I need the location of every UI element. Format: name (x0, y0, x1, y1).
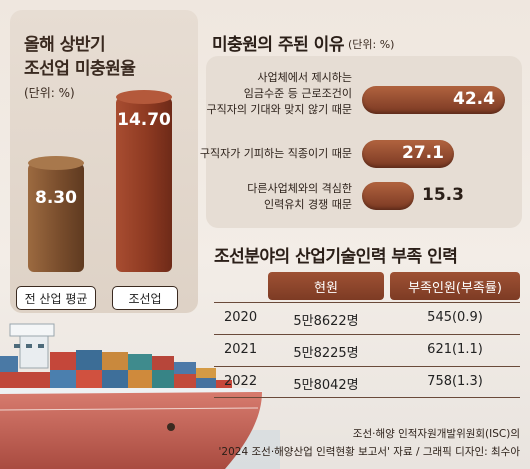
source-line1: 조선·해양 인적자원개발위원회(ISC)의 (352, 428, 520, 440)
reasons-title: 미충원의 주된 이유 (212, 35, 344, 55)
bar-shipbuilding: 14.70 (116, 90, 172, 272)
left-title-line1: 올해 상반기 (24, 35, 106, 55)
shortage-table: 현원 부족인원(부족률) 2020 5만8622명 545(0.9) 2021 … (214, 272, 520, 398)
table-cell: 5만8622명 (293, 314, 359, 329)
reason-value-label: 42.4 (453, 89, 495, 109)
category-label: 전 산업 평균 (16, 286, 96, 310)
reason-label: 구직자가 기피하는 직종이기 때문 (199, 147, 352, 160)
left-unit: (단위: %) (24, 86, 75, 100)
bar-value-label: 8.30 (35, 188, 77, 208)
reason-bar (362, 182, 414, 210)
left-title-line2: 조선업 미충원율 (24, 59, 136, 79)
table-title: 조선분야의 산업기술인력 부족 인력 (214, 247, 458, 267)
reasons-unit: (단위: %) (348, 38, 395, 51)
reason-label: 다른사업체와의 격심한 인력유치 경쟁 때문 (247, 182, 352, 211)
table-cell-year: 2021 (224, 342, 258, 357)
reason-bar (362, 86, 505, 114)
source-line2: '2024 조선·해양산업 인력현황 보고서' 자료 / 그래픽 디자인: 최수… (218, 446, 520, 458)
reason-value-label: 15.3 (422, 185, 464, 205)
bar-all-industry: 8.30 (28, 156, 84, 272)
table-cell: 545(0.9) (427, 310, 483, 325)
table-header: 현원 (268, 272, 384, 300)
table-cell: 5만8225명 (293, 346, 359, 361)
table-cell: 5만8042명 (293, 378, 359, 393)
reason-bar (362, 140, 454, 168)
reason-label: 사업체에서 제시하는 임금수준 등 근로조건이 구직자의 기대와 맞지 않기 때… (206, 71, 352, 116)
bar-value-label: 14.70 (117, 110, 171, 130)
table-cell: 758(1.3) (427, 374, 483, 389)
table-cell-year: 2020 (224, 310, 258, 325)
table-cell-year: 2022 (224, 374, 258, 389)
table-header: 부족인원(부족률) (390, 272, 520, 300)
reason-value-label: 27.1 (402, 143, 444, 163)
category-label: 조선업 (112, 286, 178, 310)
table-cell: 621(1.1) (427, 342, 483, 357)
